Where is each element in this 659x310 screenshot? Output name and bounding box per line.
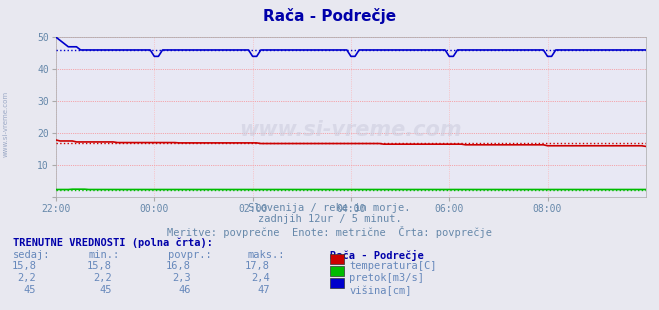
Text: 2,3: 2,3: [173, 273, 191, 283]
Text: temperatura[C]: temperatura[C]: [349, 261, 437, 271]
Text: www.si-vreme.com: www.si-vreme.com: [240, 120, 462, 140]
Text: višina[cm]: višina[cm]: [349, 285, 412, 296]
Text: 47: 47: [258, 285, 270, 295]
Text: maks.:: maks.:: [247, 250, 285, 259]
Text: Slovenija / reke in morje.: Slovenija / reke in morje.: [248, 203, 411, 213]
Text: 16,8: 16,8: [166, 261, 191, 271]
Text: Rača - Podrečje: Rača - Podrečje: [263, 8, 396, 24]
Text: 15,8: 15,8: [87, 261, 112, 271]
Text: www.si-vreme.com: www.si-vreme.com: [2, 91, 9, 157]
Text: 2,4: 2,4: [252, 273, 270, 283]
Text: zadnjih 12ur / 5 minut.: zadnjih 12ur / 5 minut.: [258, 214, 401, 224]
Text: 46: 46: [179, 285, 191, 295]
Text: Rača - Podrečje: Rača - Podrečje: [330, 250, 423, 261]
Text: min.:: min.:: [89, 250, 120, 259]
Text: 45: 45: [24, 285, 36, 295]
Text: pretok[m3/s]: pretok[m3/s]: [349, 273, 424, 283]
Text: 17,8: 17,8: [245, 261, 270, 271]
Text: 2,2: 2,2: [94, 273, 112, 283]
Text: 2,2: 2,2: [18, 273, 36, 283]
Text: sedaj:: sedaj:: [13, 250, 51, 259]
Text: povpr.:: povpr.:: [168, 250, 212, 259]
Text: TRENUTNE VREDNOSTI (polna črta):: TRENUTNE VREDNOSTI (polna črta):: [13, 237, 213, 248]
Text: 15,8: 15,8: [11, 261, 36, 271]
Text: 45: 45: [100, 285, 112, 295]
Text: Meritve: povprečne  Enote: metrične  Črta: povprečje: Meritve: povprečne Enote: metrične Črta:…: [167, 226, 492, 238]
